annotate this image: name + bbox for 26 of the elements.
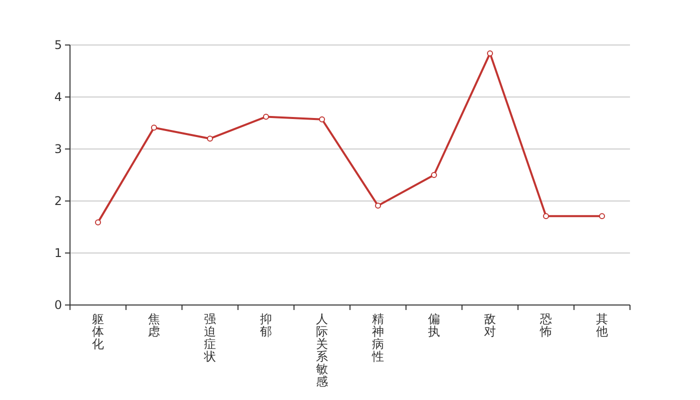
x-tick-label: 抑郁 — [260, 312, 272, 338]
x-tick-label: 其他 — [596, 312, 608, 338]
x-tick-label: 强迫症状 — [203, 312, 216, 364]
x-tick-label: 躯体化 — [92, 312, 104, 351]
y-tick-label: 0 — [54, 298, 62, 312]
point — [263, 114, 269, 120]
point — [319, 116, 325, 122]
point — [151, 124, 157, 131]
x-tick-label: 人际关系敏感 — [316, 312, 328, 388]
x-tick-label: 精神病性 — [371, 312, 384, 364]
y-tick-label: 4 — [54, 90, 62, 104]
point — [487, 50, 493, 56]
point — [375, 202, 381, 209]
y-tick-label: 2 — [54, 194, 62, 208]
point — [431, 172, 437, 178]
y-tick-label: 1 — [54, 246, 62, 260]
x-tick-label: 恐怖 — [539, 312, 552, 338]
x-tick-label: 偏执 — [428, 312, 440, 338]
point — [599, 213, 605, 220]
x-tick-label: 焦虑 — [148, 312, 160, 338]
y-tick-label: 5 — [54, 38, 62, 52]
point — [543, 213, 549, 220]
point — [207, 136, 213, 142]
y-tick-label: 3 — [54, 142, 62, 156]
x-tick-label: 敌对 — [484, 312, 496, 338]
point — [95, 219, 101, 226]
